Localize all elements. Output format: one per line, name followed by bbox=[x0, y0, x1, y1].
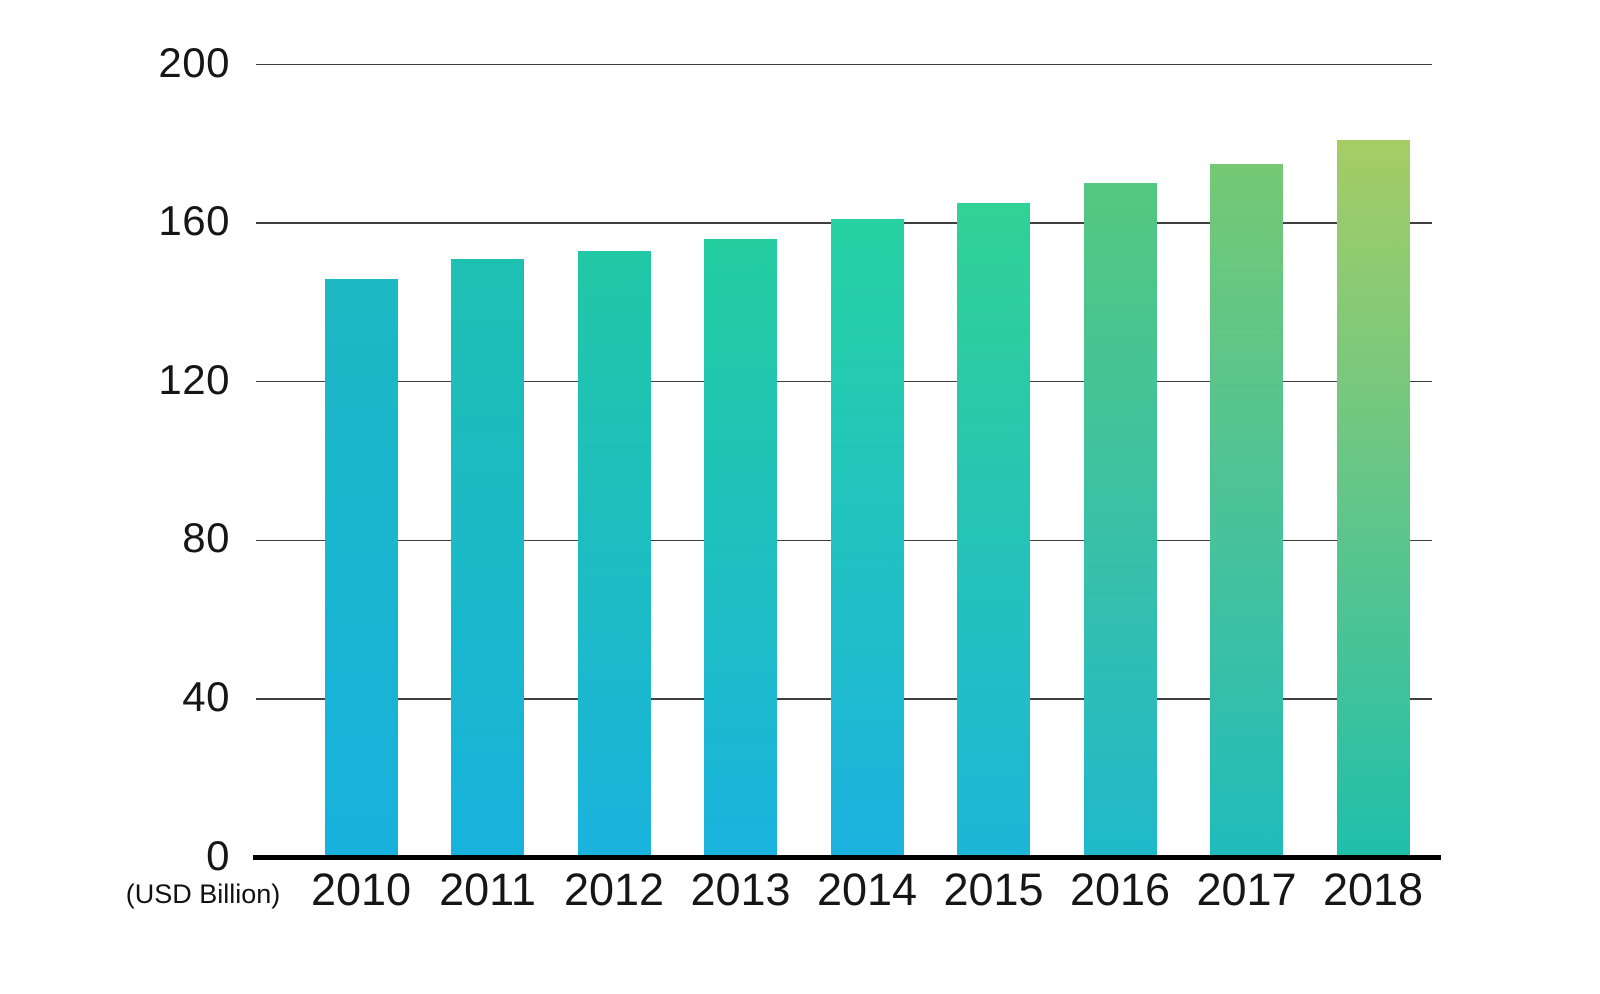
x-tick-label-2014: 2014 bbox=[816, 864, 918, 915]
x-tick-label-2015: 2015 bbox=[943, 864, 1044, 915]
bar-2015 bbox=[957, 203, 1030, 858]
bar-2018 bbox=[1336, 139, 1410, 858]
bar-2013 bbox=[704, 238, 777, 858]
y-tick-label-80: 80 bbox=[182, 514, 230, 562]
bar-2014 bbox=[830, 219, 904, 858]
x-tick-label-2016: 2016 bbox=[1069, 864, 1171, 915]
x-tick-label-2018: 2018 bbox=[1322, 864, 1424, 915]
y-tick-label-120: 120 bbox=[158, 355, 230, 403]
bar-2010 bbox=[324, 278, 398, 858]
x-tick-label-2013: 2013 bbox=[690, 864, 791, 915]
unit-label: (USD Billion) bbox=[125, 879, 281, 909]
gridline-200 bbox=[256, 63, 1432, 66]
bar-2016 bbox=[1083, 183, 1157, 858]
x-tick-label-2017: 2017 bbox=[1196, 864, 1297, 915]
y-tick-label-200: 200 bbox=[158, 38, 230, 86]
x-tick-label-2011: 2011 bbox=[439, 864, 536, 915]
x-axis-line bbox=[253, 855, 1441, 860]
bar-2017 bbox=[1210, 163, 1283, 858]
bar-2012 bbox=[577, 250, 651, 858]
y-tick-label-160: 160 bbox=[158, 197, 230, 245]
x-tick-label-2010: 2010 bbox=[310, 864, 412, 915]
y-tick-label-40: 40 bbox=[182, 672, 230, 720]
x-tick-label-2012: 2012 bbox=[563, 864, 665, 915]
bar-2011 bbox=[451, 258, 524, 858]
y-tick-label-0: 0 bbox=[206, 831, 230, 879]
